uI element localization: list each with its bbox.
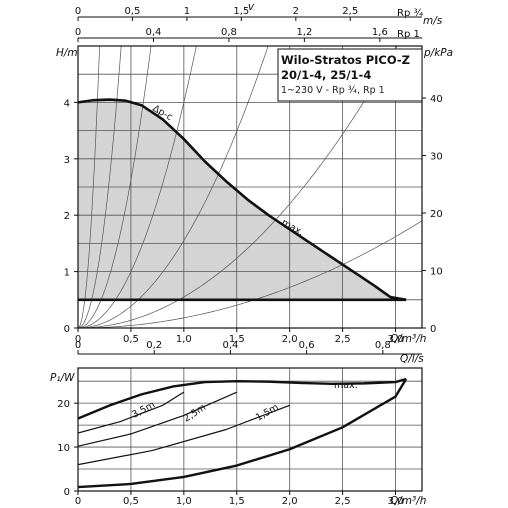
- x-tick-label: 0,5: [123, 334, 139, 345]
- power-max-label: max.: [334, 380, 358, 391]
- power-curve: [78, 377, 407, 420]
- y-right-tick-label: 0: [430, 324, 436, 335]
- velocity-axis-title: v: [248, 1, 255, 13]
- x-tick-label: 0: [75, 334, 81, 345]
- x2-tick-label: 0: [75, 496, 81, 507]
- y-tick-label: 4: [64, 98, 70, 109]
- ls-tick-label: 0,4: [222, 340, 238, 351]
- y-axis-title: H/m: [56, 47, 78, 59]
- p-tick-label: 20: [57, 399, 70, 410]
- y-tick-label: 2: [64, 211, 70, 222]
- ls-tick-label: 0,2: [146, 340, 162, 351]
- y-tick-label: 1: [64, 268, 70, 279]
- y-tick-label: 3: [64, 155, 70, 166]
- x-tick-label: 2,5: [335, 334, 351, 345]
- power-curve: [78, 391, 238, 447]
- x2-tick-label: 1,0: [176, 496, 192, 507]
- power-curve: [78, 404, 290, 466]
- x-axis-title: Q/m³/h: [390, 333, 426, 345]
- velocity-tick-label: 0: [75, 6, 81, 17]
- fitting-label: Rp ¾: [397, 8, 423, 19]
- system-curve: [78, 46, 398, 328]
- x2-tick-label: 0,5: [123, 496, 139, 507]
- x2-tick-label: 3,0: [388, 496, 404, 507]
- fitting-label: Rp 1: [397, 29, 420, 40]
- x-tick-label: 2,0: [282, 334, 298, 345]
- x2-tick-label: 2,5: [335, 496, 351, 507]
- ls-tick-label: 0,8: [375, 340, 391, 351]
- velocity-tick-label: 1,5: [233, 6, 249, 17]
- max-curve: [77, 98, 407, 302]
- bottom-plot-frame: [77, 367, 423, 492]
- x-tick-label: 1,0: [176, 334, 192, 345]
- p-tick-label: 0: [64, 487, 70, 498]
- system-curve: [78, 46, 269, 328]
- ls-tick-label: 0,6: [299, 340, 315, 351]
- velocity-tick-label: 0: [75, 27, 81, 38]
- x2-tick-label: 2,0: [282, 496, 298, 507]
- y-tick-label: 0: [64, 324, 70, 335]
- velocity-tick-label: 1,2: [296, 27, 312, 38]
- velocity-tick-label: 0,5: [124, 6, 140, 17]
- velocity-tick-label: 0,8: [221, 27, 237, 38]
- y-right-tick-label: 40: [430, 94, 443, 105]
- power-curve: [78, 378, 408, 489]
- x-tick-label: 1,5: [229, 334, 245, 345]
- p-tick-label: 10: [57, 443, 70, 454]
- velocity-tick-label: 2: [293, 6, 299, 17]
- p-axis-title: P₁/W: [50, 372, 75, 384]
- x-tick-label: 3,0: [388, 334, 404, 345]
- top-plot-frame: [77, 45, 423, 329]
- system-curve: [78, 46, 197, 328]
- chart-subtitle-2: 1~230 V - Rp ¾, Rp 1: [281, 85, 385, 96]
- ls-tick-label: 0: [75, 340, 81, 351]
- chart-subtitle: 20/1-4, 25/1-4: [281, 68, 371, 82]
- velocity-tick-label: 1,6: [372, 27, 388, 38]
- velocity-tick-label: 1: [184, 6, 190, 17]
- velocity-tick-label: 2,5: [342, 6, 358, 17]
- y-right-tick-label: 30: [430, 152, 443, 163]
- system-curve: [78, 46, 152, 328]
- y-right-axis-title: p/kPa: [423, 47, 453, 59]
- power-25m-label: 2,5m: [182, 402, 208, 425]
- y-right-tick-label: 20: [430, 209, 443, 220]
- title-box: [277, 48, 423, 102]
- x2-tick-label: 1,5: [229, 496, 245, 507]
- chart-title: Wilo-Stratos PICO-Z: [281, 53, 410, 67]
- ls-axis-title: Q/l/s: [400, 353, 424, 365]
- y-right-tick-label: 10: [430, 267, 443, 278]
- velocity-tick-label: 0,4: [146, 27, 162, 38]
- power-15m-label: 1,5m: [254, 402, 281, 424]
- x2-axis-title: Q/m³/h: [390, 495, 426, 507]
- power-35m-label: 3,5m: [130, 399, 157, 420]
- power-curve: [78, 391, 185, 434]
- operating-area: [78, 99, 407, 300]
- velocity-unit: m/s: [423, 15, 443, 27]
